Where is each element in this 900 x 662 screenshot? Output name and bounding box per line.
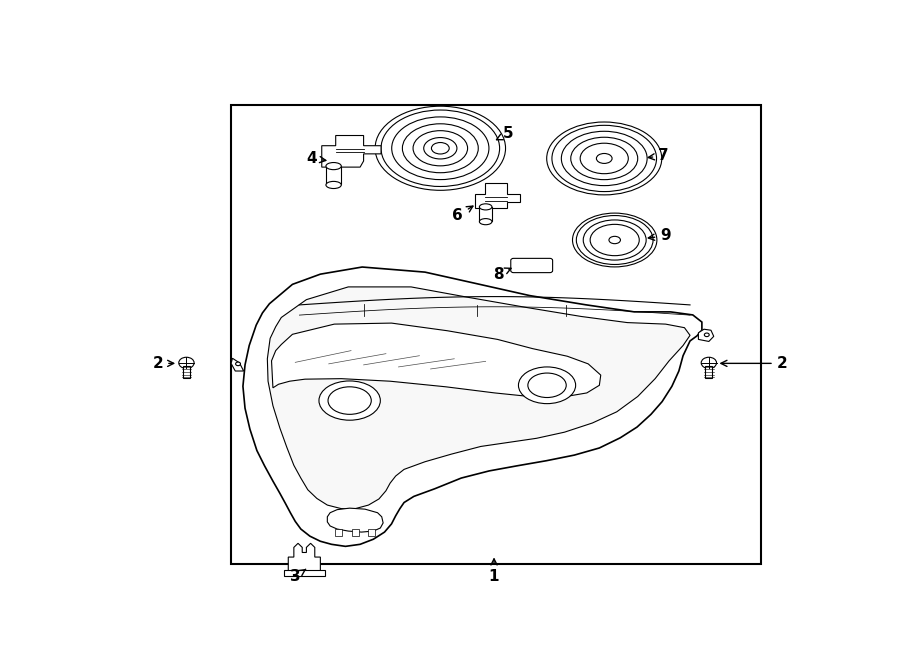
- Text: 1: 1: [489, 559, 500, 584]
- Ellipse shape: [326, 181, 341, 189]
- Ellipse shape: [572, 213, 657, 267]
- FancyBboxPatch shape: [231, 105, 761, 564]
- Bar: [284, 571, 325, 577]
- Text: 3: 3: [290, 569, 306, 584]
- Polygon shape: [698, 329, 714, 342]
- Polygon shape: [267, 287, 690, 508]
- Text: 4: 4: [306, 151, 326, 166]
- Ellipse shape: [518, 367, 576, 404]
- Polygon shape: [272, 323, 601, 397]
- Polygon shape: [328, 508, 383, 532]
- Text: 6: 6: [453, 206, 472, 223]
- Polygon shape: [475, 183, 520, 208]
- Ellipse shape: [701, 357, 716, 369]
- Ellipse shape: [480, 218, 492, 224]
- Bar: [183, 367, 190, 378]
- Polygon shape: [231, 358, 244, 371]
- Polygon shape: [288, 544, 320, 573]
- Ellipse shape: [705, 333, 709, 336]
- FancyBboxPatch shape: [511, 258, 553, 273]
- Ellipse shape: [319, 381, 381, 420]
- Bar: [335, 529, 342, 536]
- Ellipse shape: [528, 373, 566, 397]
- Ellipse shape: [328, 387, 372, 414]
- Ellipse shape: [375, 106, 506, 190]
- Bar: [706, 367, 713, 378]
- Text: 2: 2: [721, 356, 788, 371]
- Text: 8: 8: [493, 267, 511, 281]
- Ellipse shape: [546, 122, 662, 195]
- Text: 9: 9: [648, 228, 670, 244]
- Ellipse shape: [179, 357, 194, 369]
- Bar: [352, 529, 359, 536]
- Ellipse shape: [326, 163, 341, 169]
- Text: 5: 5: [497, 126, 513, 142]
- Polygon shape: [322, 136, 381, 167]
- Text: 2: 2: [152, 356, 174, 371]
- Polygon shape: [243, 267, 702, 546]
- Bar: [326, 166, 341, 184]
- Ellipse shape: [236, 362, 240, 365]
- Bar: [480, 207, 492, 221]
- Text: 7: 7: [648, 148, 669, 164]
- Bar: [368, 529, 375, 536]
- Ellipse shape: [480, 204, 492, 210]
